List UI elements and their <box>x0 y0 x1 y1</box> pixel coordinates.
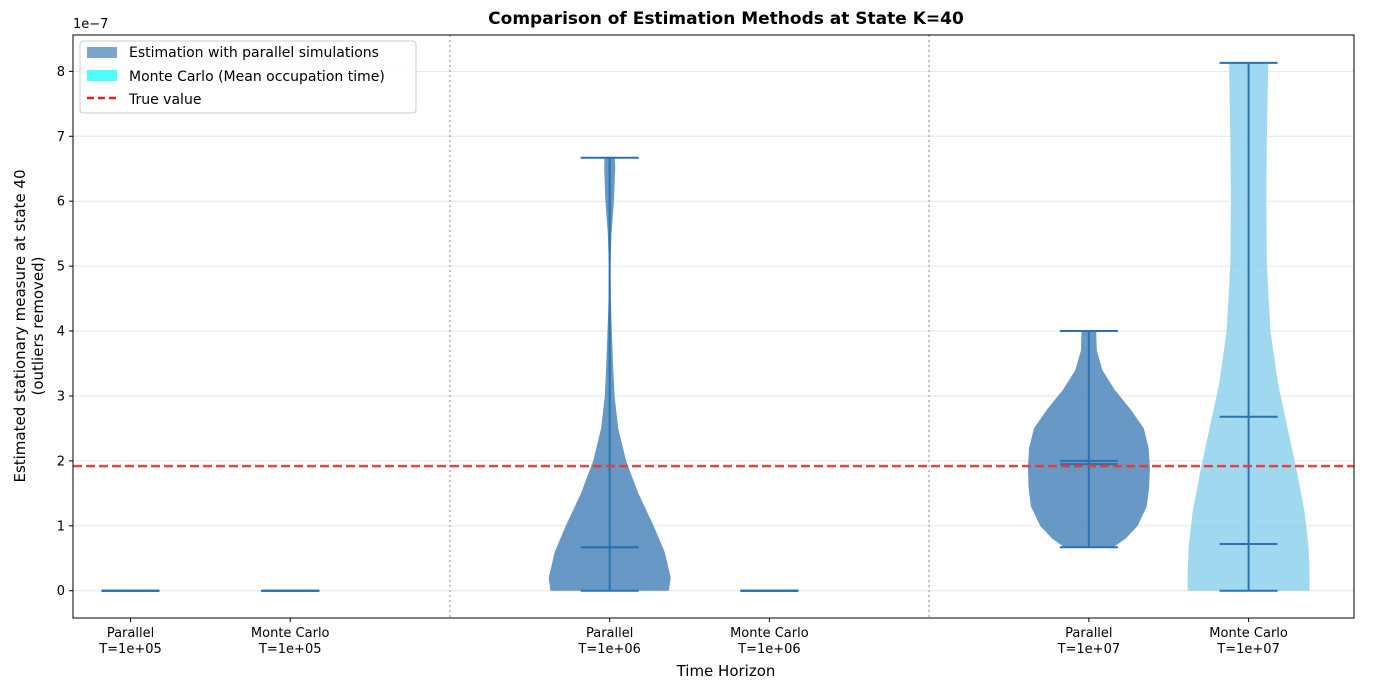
chart-title: Comparison of Estimation Methods at Stat… <box>488 9 964 29</box>
x-tick-label-method: Parallel <box>107 626 154 641</box>
legend-swatch-montecarlo <box>87 70 117 81</box>
x-tick-label-horizon: T=1e+06 <box>577 642 641 657</box>
x-tick-label-method: Monte Carlo <box>251 626 330 641</box>
legend-label-montecarlo: Monte Carlo (Mean occupation time) <box>129 69 385 85</box>
y-tick-label: 1 <box>57 519 65 534</box>
x-tick-label-method: Parallel <box>586 626 633 641</box>
violin-parallel-t1e07 <box>1027 330 1150 549</box>
x-axis-label: Time Horizon <box>676 662 776 680</box>
x-tick-label-horizon: T=1e+06 <box>737 642 801 657</box>
grid-layer <box>73 70 1354 592</box>
x-tick-label-horizon: T=1e+05 <box>258 642 322 657</box>
y-tick-label: 2 <box>57 454 65 469</box>
legend-frame <box>79 40 417 114</box>
legend-swatch-parallel <box>87 47 117 58</box>
y-ticks: 0 1 2 3 4 5 6 7 8 <box>57 65 73 599</box>
legend-label-parallel: Estimation with parallel simulations <box>129 45 379 61</box>
x-tick-label-method: Monte Carlo <box>1209 626 1288 641</box>
group-separators <box>449 35 930 618</box>
plot-frame <box>72 34 1355 619</box>
violin-montecarlo-t1e07 <box>1187 61 1310 592</box>
x-tick-label-horizon: T=1e+07 <box>1216 642 1280 657</box>
y-tick-label: 8 <box>57 65 65 80</box>
y-tick-label: 7 <box>57 130 65 145</box>
x-tick-label-method: Monte Carlo <box>730 626 809 641</box>
violin-parallel-t1e06 <box>548 156 671 592</box>
y-axis-label-line2: (outliers removed) <box>29 256 47 395</box>
y-tick-label: 6 <box>57 195 65 210</box>
legend-label-true-value: True value <box>128 92 201 108</box>
violin-layer <box>101 61 1310 592</box>
legend: Estimation with parallel simulations Mon… <box>79 40 417 114</box>
x-tick-label-method: Parallel <box>1065 626 1112 641</box>
x-tick-label-horizon: T=1e+05 <box>98 642 162 657</box>
y-scale-label: 1e−7 <box>73 17 108 32</box>
y-tick-label: 5 <box>57 260 65 275</box>
y-tick-label: 0 <box>57 584 65 599</box>
y-tick-label: 4 <box>57 325 65 340</box>
y-tick-label: 3 <box>57 389 65 404</box>
x-tick-label-horizon: T=1e+07 <box>1057 642 1121 657</box>
y-axis-label-line1: Estimated stationary measure at state 40 <box>11 169 29 482</box>
